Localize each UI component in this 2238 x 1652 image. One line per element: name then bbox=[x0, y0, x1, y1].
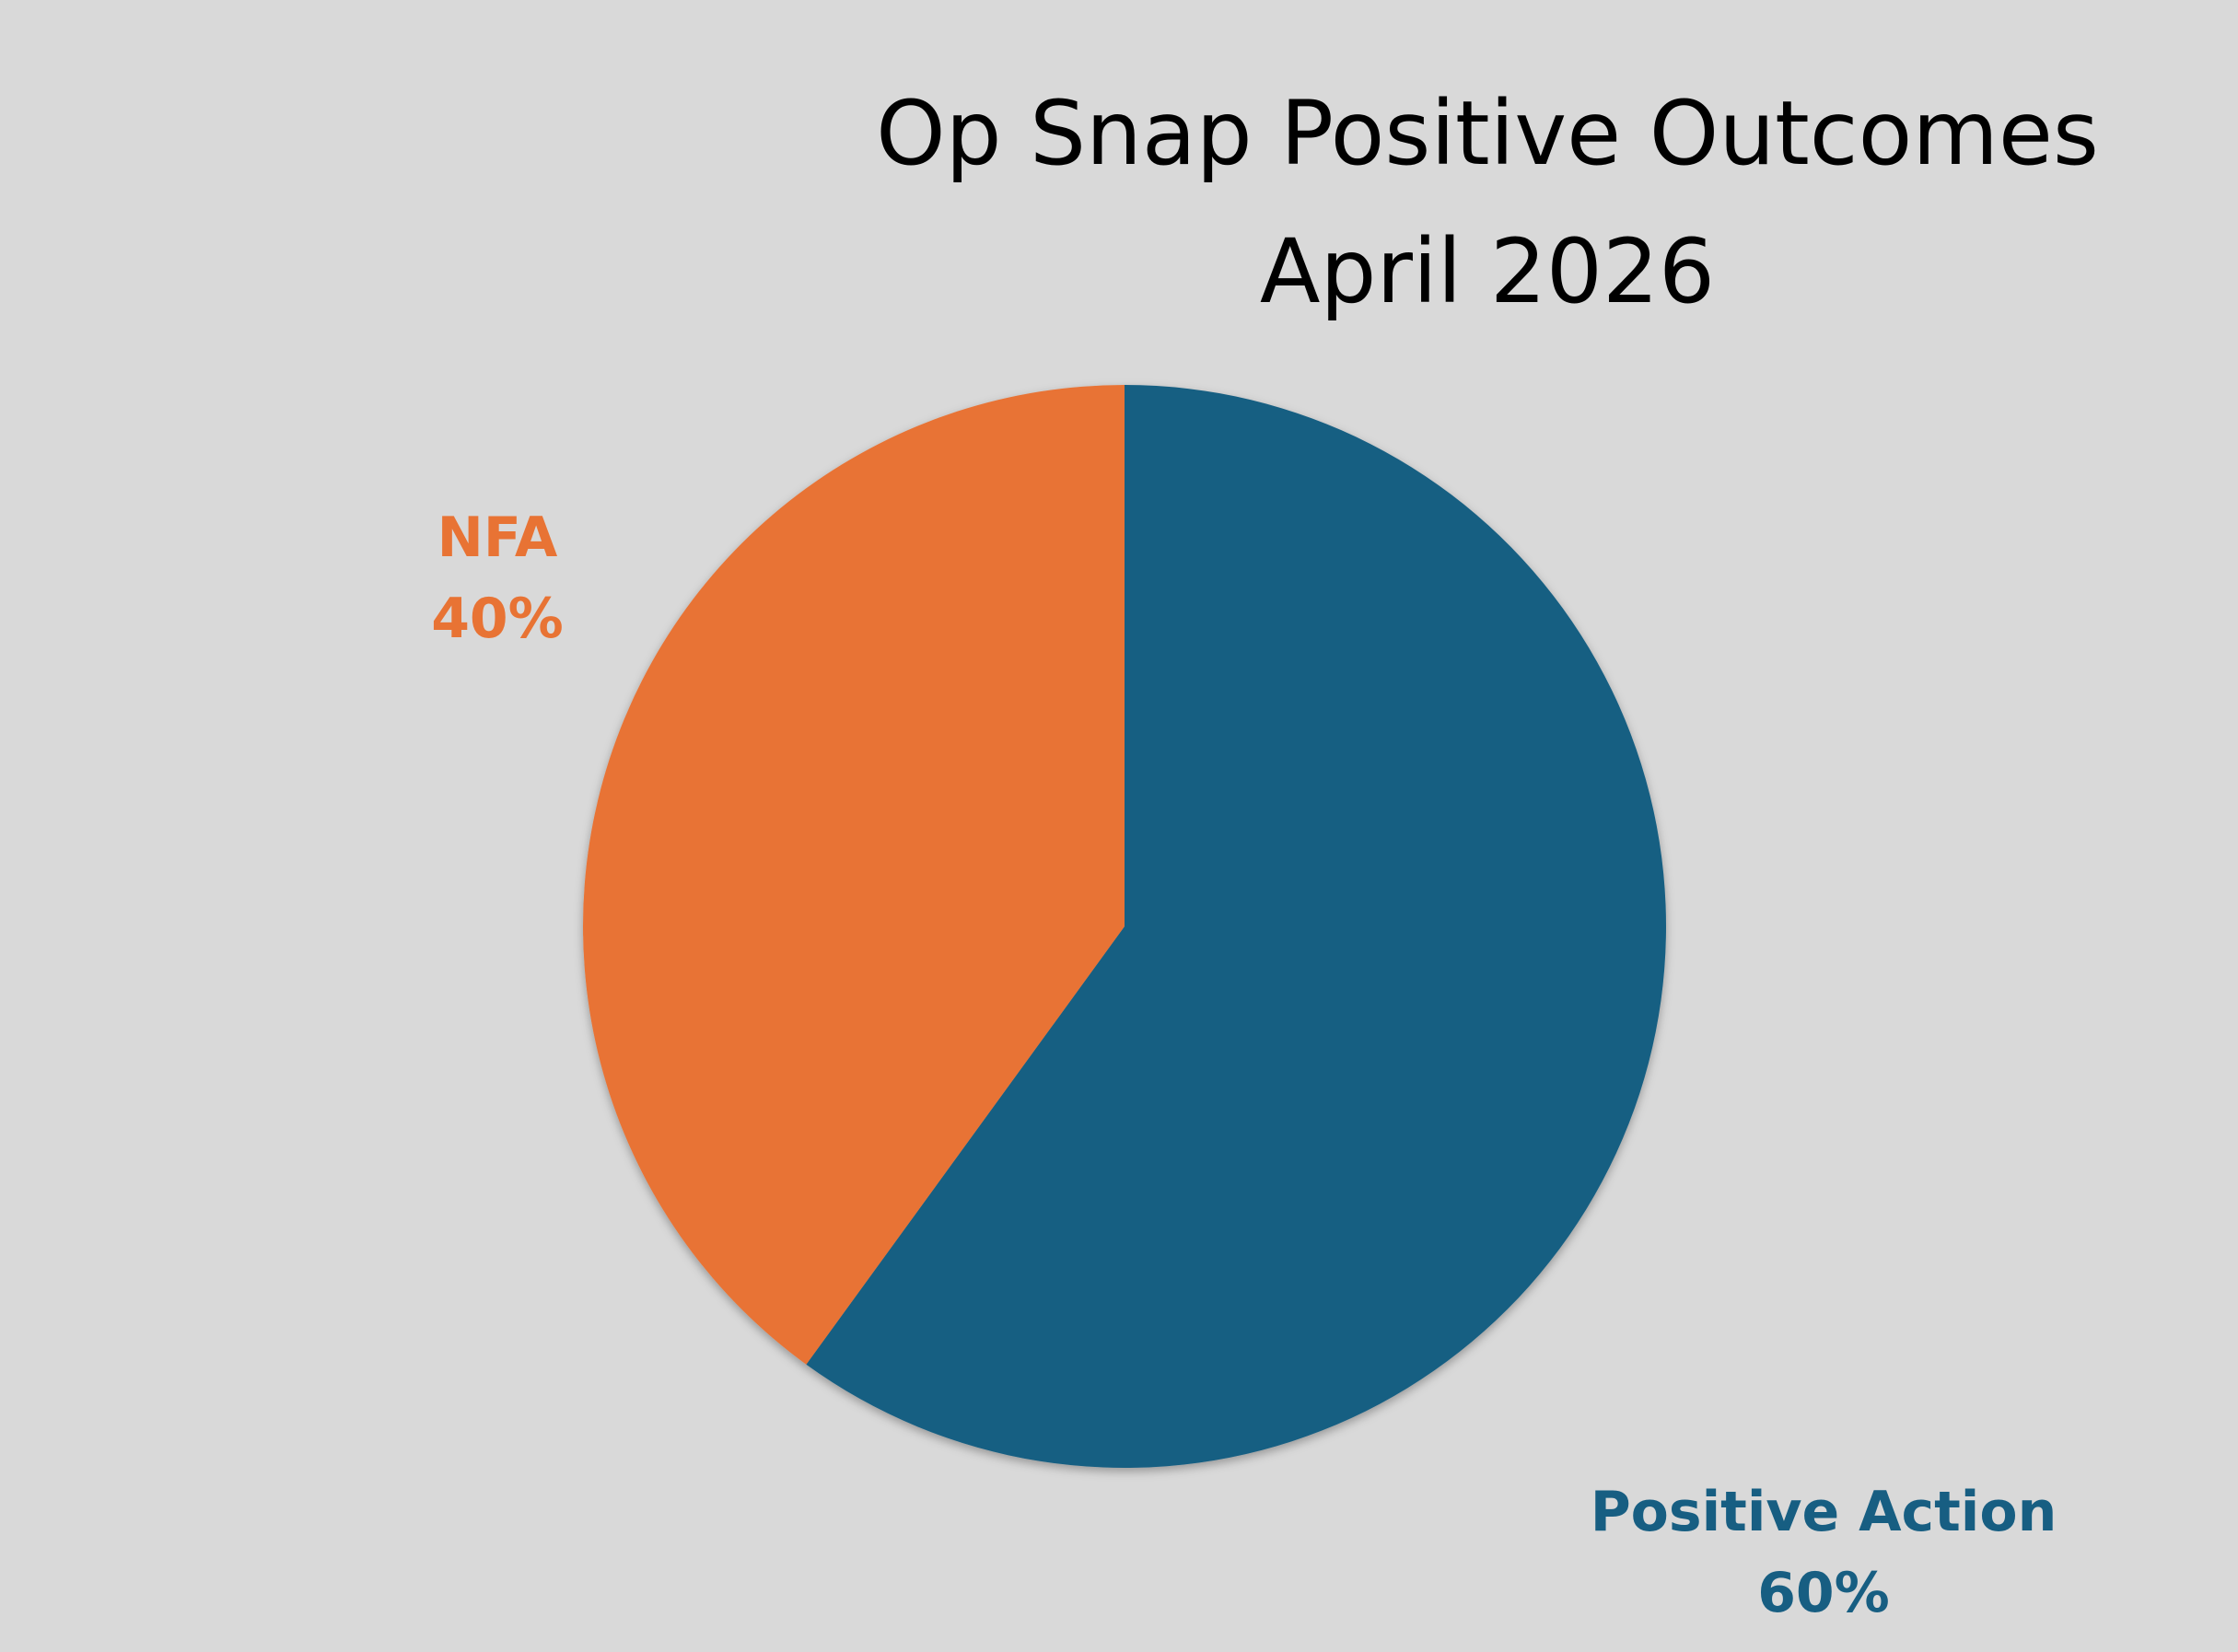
pie-slice-nfa bbox=[583, 385, 1125, 1365]
pie-slice-positive-action bbox=[806, 385, 1667, 1468]
slice-label-nfa-name: NFA bbox=[437, 506, 558, 570]
chart-subtitle: April 2026 bbox=[1259, 220, 1716, 323]
pie-slices bbox=[583, 385, 1667, 1468]
slice-label-positive-action-name: Positive Action bbox=[1590, 1480, 2057, 1544]
slice-label-positive-action: Positive Action 60% bbox=[1566, 1472, 2081, 1634]
slice-label-nfa-value: 40% bbox=[431, 587, 564, 651]
chart-title: Op Snap Positive Outcomes bbox=[876, 82, 2099, 185]
chart-title-block: Op Snap Positive Outcomes April 2026 bbox=[810, 64, 2164, 341]
slice-label-positive-action-value: 60% bbox=[1757, 1561, 1890, 1625]
slice-label-nfa: NFA 40% bbox=[387, 497, 608, 659]
